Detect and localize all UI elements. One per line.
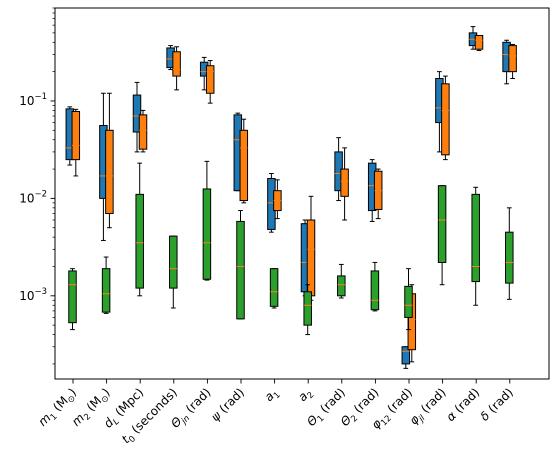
box-iqr [172,51,181,77]
box-iqr [437,185,447,263]
svg-text:ψ (rad): ψ (rad) [208,385,247,424]
box-iqr [401,346,411,365]
box-green-cat-3 [169,235,178,309]
box-blue-cat-11 [435,71,444,153]
box-blue-cat-6 [267,173,276,233]
y-tick-label: 10−3 [19,287,47,303]
box-green-cat-5 [236,210,245,320]
box-iqr [105,129,114,214]
y-axis: 10−3 10−2 10−1 [19,7,55,365]
box-iqr [471,193,480,283]
box-iqr [71,110,81,161]
box-green-cat-1 [101,256,111,314]
box-iqr [269,268,279,307]
box-iqr [101,268,111,313]
box-green-cat-2 [135,162,144,297]
box-blue-cat-10 [401,346,411,369]
box-iqr [68,270,77,324]
x-tick-label: δ (rad) [477,385,515,423]
y-tick-label: 10−2 [19,189,47,205]
box-iqr [337,275,346,297]
box-iqr [169,235,178,289]
plot-frame [54,7,550,380]
svg-text:δ (rad): δ (rad) [477,385,515,423]
box-orange-cat-3 [172,46,181,91]
box-orange-cat-2 [138,109,148,153]
box-orange-cat-11 [441,75,450,161]
box-iqr [239,129,249,202]
box-orange-cat-0 [71,108,81,177]
box-orange-cat-5 [239,118,249,204]
box-iqr [236,220,245,320]
box-iqr [202,188,212,280]
box-iqr [505,231,514,284]
box-orange-cat-12 [474,34,484,51]
box-orange-cat-8 [340,147,349,221]
box-iqr [404,285,413,318]
box-green-cat-11 [437,185,447,286]
box-green-cat-7 [303,284,312,336]
box-iqr [441,83,450,156]
box-green-cat-13 [505,207,514,300]
x-tick-label: α (rad) [443,385,482,424]
box-green-cat-12 [471,186,480,306]
box-green-cat-6 [269,268,279,309]
y-tick-label: 10−1 [19,92,47,108]
box-orange-cat-4 [205,60,215,104]
svg-text:α (rad): α (rad) [443,385,482,424]
x-tick-label: a1 [262,385,283,406]
box-iqr [132,94,142,133]
box-blue-cat-2 [132,81,142,153]
x-tick-label: φjl (rad) [406,385,450,429]
box-iqr [340,168,349,197]
boxes-layer [65,26,517,369]
plot-area [54,7,550,380]
svg-text:a2: a2 [295,385,316,406]
box-green-cat-4 [202,160,212,281]
box-green-cat-10 [404,268,413,331]
box-iqr [138,114,148,150]
box-orange-cat-6 [273,179,282,220]
x-tick-label: a2 [295,385,316,406]
box-blue-cat-12 [468,26,478,50]
box-orange-cat-9 [373,168,383,220]
box-iqr [303,291,312,326]
x-tick-label: ψ (rad) [208,385,247,424]
x-axis: m1 (M⊙)m2 (M⊙)dL (Mpc)t0 (seconds)Θjn (r… [35,379,516,446]
box-iqr [474,34,484,50]
box-iqr [135,193,144,289]
svg-text:a1: a1 [262,385,283,406]
box-green-cat-9 [370,261,380,312]
box-orange-cat-1 [105,92,114,229]
box-iqr [205,65,215,94]
box-green-cat-8 [337,263,346,299]
box-iqr [370,270,380,311]
box-orange-cat-13 [508,43,517,80]
svg-text:φjl (rad): φjl (rad) [406,385,450,429]
box-green-cat-0 [68,268,77,331]
box-iqr [508,45,517,73]
